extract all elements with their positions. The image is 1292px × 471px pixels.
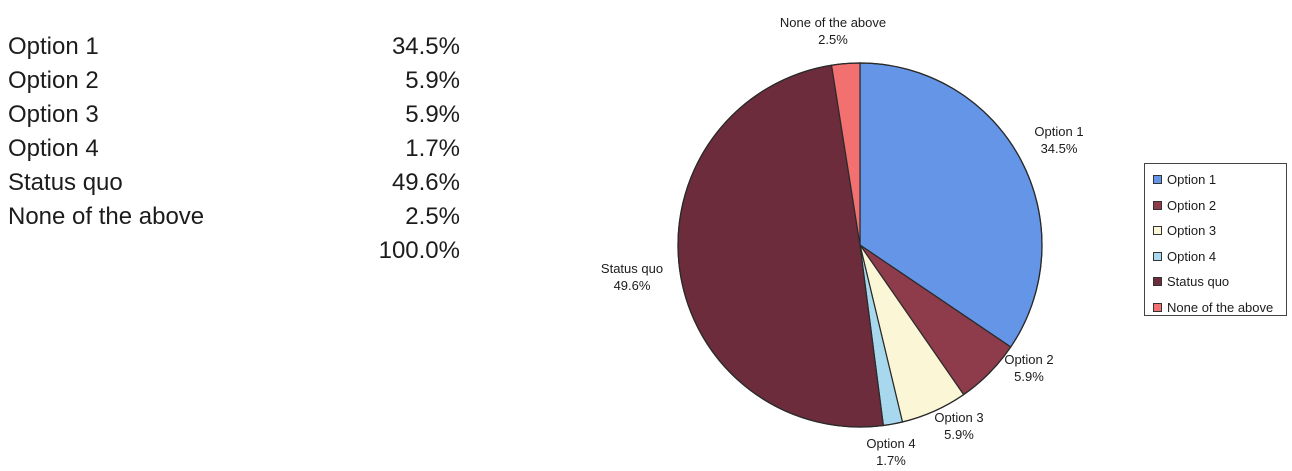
legend-label: Option 1 (1167, 172, 1217, 188)
table-row: Status quo 49.6% (8, 166, 460, 200)
legend-item-option-1: Option 1 (1153, 167, 1286, 193)
legend-label: Option 4 (1167, 248, 1217, 264)
summary-table: Option 1 34.5% Option 2 5.9% Option 3 5.… (8, 30, 460, 268)
legend-swatch (1153, 200, 1162, 210)
total-row: 100.0% (8, 234, 460, 268)
table-row: Option 2 5.9% (8, 64, 460, 98)
slice-value-label: 5.9% (1014, 369, 1044, 384)
slice-category-label: Option 2 (1004, 352, 1053, 367)
legend-label: Status quo (1167, 274, 1230, 290)
table-row: None of the above 2.5% (8, 200, 460, 234)
slice-value-label: 1.7% (876, 453, 906, 468)
legend-label: Option 3 (1167, 223, 1217, 239)
row-label: Option 4 (8, 135, 99, 162)
slice-label-option-3: Option 3 5.9% (934, 410, 983, 442)
slice-label-option-2: Option 2 5.9% (1004, 352, 1053, 384)
total-value: 100.0% (378, 237, 460, 264)
slice-value-label: 49.6% (614, 278, 651, 293)
row-value: 49.6% (391, 169, 460, 196)
row-value: 34.5% (391, 33, 460, 60)
legend-label: None of the above (1167, 299, 1274, 315)
slice-label-option-1: Option 1 34.5% (1034, 124, 1083, 156)
slice-category-label: Status quo (601, 261, 663, 276)
row-value: 2.5% (405, 203, 460, 230)
table-row: Option 1 34.5% (8, 30, 460, 64)
slice-category-label: Option 4 (866, 436, 915, 451)
slice-category-label: None of the above (780, 15, 886, 30)
slice-label-option-4: Option 4 1.7% (866, 436, 915, 468)
row-label: Option 3 (8, 101, 99, 128)
legend-swatch (1153, 251, 1162, 261)
row-value: 5.9% (405, 67, 460, 94)
legend-item-option-3: Option 3 (1153, 218, 1286, 244)
legend-item-option-2: Option 2 (1153, 193, 1286, 219)
pie-outline (677, 62, 1043, 428)
slice-category-label: Option 3 (934, 410, 983, 425)
slice-category-label: Option 1 (1034, 124, 1083, 139)
table-row: Option 4 1.7% (8, 132, 460, 166)
row-label: Option 2 (8, 67, 99, 94)
row-label: Status quo (8, 169, 123, 196)
row-value: 5.9% (405, 101, 460, 128)
table-row: Option 3 5.9% (8, 98, 460, 132)
legend-swatch (1153, 277, 1162, 287)
pie-slices (677, 62, 1043, 428)
row-value: 1.7% (405, 135, 460, 162)
chart-legend: Option 1 Option 2 Option 3 Option 4 Status q… (1144, 163, 1287, 316)
legend-swatch (1153, 302, 1162, 312)
legend-item-none-of-the-above: None of the above (1153, 295, 1286, 321)
slice-label-status-quo: Status quo 49.6% (601, 261, 663, 293)
legend-label: Option 2 (1167, 197, 1217, 213)
row-label: Option 1 (8, 33, 99, 60)
slice-value-label: 2.5% (818, 32, 848, 47)
row-label: None of the above (8, 203, 205, 230)
legend-item-status-quo: Status quo (1153, 269, 1286, 295)
slice-label-none-of-the-above: None of the above 2.5% (780, 15, 886, 47)
slice-value-label: 34.5% (1041, 141, 1078, 156)
slice-value-label: 5.9% (944, 427, 974, 442)
legend-swatch (1153, 175, 1162, 185)
legend-swatch (1153, 226, 1162, 236)
legend-item-option-4: Option 4 (1153, 244, 1286, 270)
pie-slice-labels: Option 1 34.5%Option 2 5.9%Option 3 5.9%Opt… (601, 15, 1084, 468)
